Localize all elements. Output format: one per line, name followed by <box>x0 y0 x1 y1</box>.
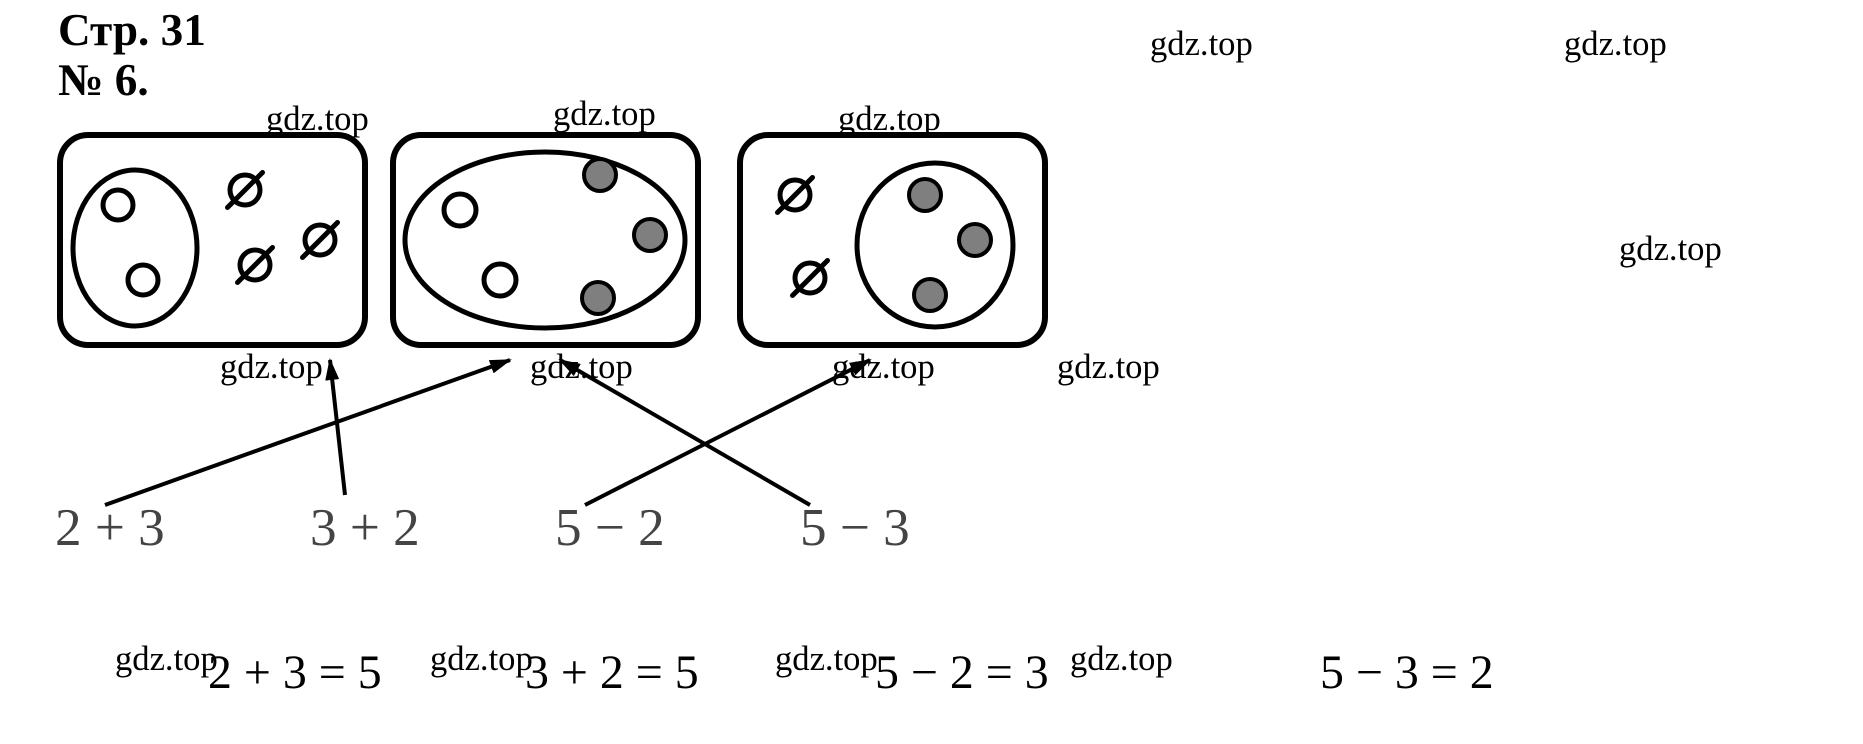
equation: 5 − 2 = 3 <box>875 646 1049 699</box>
box2 <box>393 135 698 345</box>
watermark: gdz.top <box>1057 348 1160 386</box>
watermark: gdz.top <box>1070 640 1173 678</box>
expression: 2 + 3 <box>55 498 165 557</box>
watermark: gdz.top <box>1619 230 1722 268</box>
watermark: gdz.top <box>115 640 218 678</box>
equation: 2 + 3 = 5 <box>208 646 382 699</box>
equation: 5 − 3 = 2 <box>1320 646 1494 699</box>
diagram-canvas: Стр. 31№ 6. gdz.top gdz.top gdz.top gdz.top g… <box>0 0 1863 744</box>
watermark: gdz.top <box>775 640 878 678</box>
page-ref: Стр. 31 <box>58 5 206 55</box>
watermark: gdz.top <box>430 640 533 678</box>
box3 <box>740 135 1045 345</box>
watermark: gdz.top <box>553 95 656 133</box>
exercise-number: № 6. <box>58 55 149 105</box>
expression: 5 − 3 <box>800 498 910 557</box>
watermark: gdz.top <box>832 348 935 386</box>
box1 <box>60 135 365 345</box>
equation: 3 + 2 = 5 <box>525 646 699 699</box>
watermark: gdz.top <box>530 348 633 386</box>
watermark: gdz.top <box>1150 25 1253 63</box>
expression: 3 + 2 <box>310 498 420 557</box>
expression: 5 − 2 <box>555 498 665 557</box>
watermark: gdz.top <box>1564 25 1667 63</box>
watermark: gdz.top <box>220 348 323 386</box>
